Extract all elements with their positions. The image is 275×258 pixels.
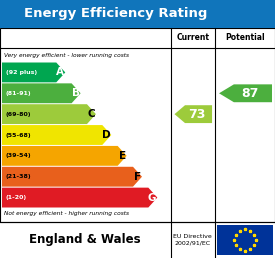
Text: B: B <box>72 88 79 98</box>
Bar <box>0 222 275 258</box>
Text: 73: 73 <box>189 108 206 121</box>
Polygon shape <box>175 105 212 123</box>
Text: (81-91): (81-91) <box>6 91 32 96</box>
Polygon shape <box>2 125 111 145</box>
Text: EU Directive
2002/91/EC: EU Directive 2002/91/EC <box>174 234 212 246</box>
Polygon shape <box>2 188 157 207</box>
Text: (69-80): (69-80) <box>6 112 32 117</box>
Text: G: G <box>148 192 156 203</box>
Text: (55-68): (55-68) <box>6 133 32 138</box>
Text: C: C <box>87 109 95 119</box>
Bar <box>0 0 275 28</box>
Text: A: A <box>56 67 64 77</box>
Bar <box>217 225 273 255</box>
Text: Very energy efficient - lower running costs: Very energy efficient - lower running co… <box>4 53 129 59</box>
Polygon shape <box>2 146 127 166</box>
Text: (1-20): (1-20) <box>6 195 27 200</box>
Text: Energy Efficiency Rating: Energy Efficiency Rating <box>24 7 207 20</box>
Polygon shape <box>219 84 272 102</box>
Polygon shape <box>2 167 142 187</box>
Text: Potential: Potential <box>225 34 265 43</box>
Text: 87: 87 <box>241 87 258 100</box>
Polygon shape <box>2 62 65 82</box>
Text: Current: Current <box>176 34 209 43</box>
Text: F: F <box>134 172 141 182</box>
Text: E: E <box>119 151 126 161</box>
Polygon shape <box>2 83 81 103</box>
Polygon shape <box>2 104 96 124</box>
Text: (39-54): (39-54) <box>6 153 32 158</box>
Text: England & Wales: England & Wales <box>29 233 141 246</box>
Text: D: D <box>102 130 110 140</box>
Bar <box>0 28 275 222</box>
Text: (92 plus): (92 plus) <box>6 70 37 75</box>
Text: Not energy efficient - higher running costs: Not energy efficient - higher running co… <box>4 212 129 216</box>
Text: (21-38): (21-38) <box>6 174 32 179</box>
